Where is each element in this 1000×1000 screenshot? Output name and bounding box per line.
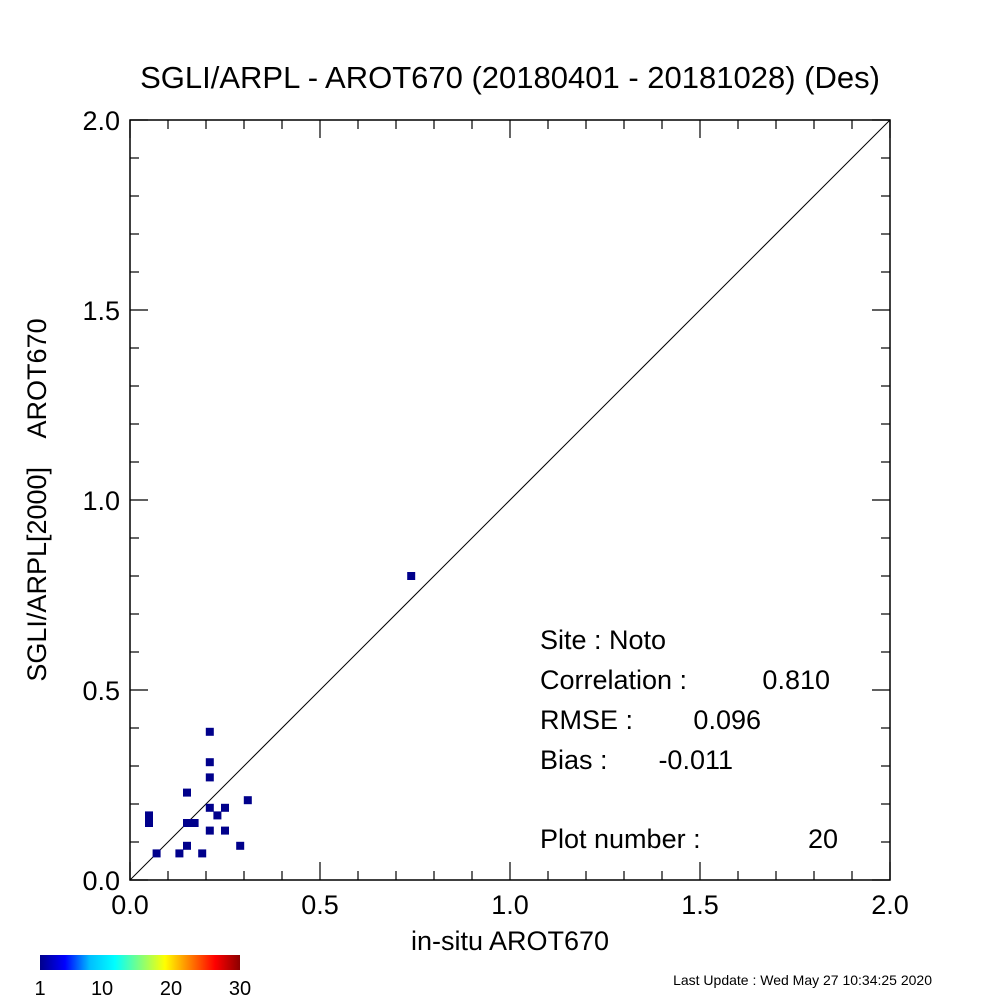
- data-point: [205, 758, 214, 767]
- data-point: [152, 849, 161, 858]
- y-tick-label: 1.5: [82, 296, 120, 326]
- stat-bias-value: -0.011: [658, 745, 733, 775]
- data-point: [205, 826, 214, 835]
- y-tick-label: 2.0: [82, 106, 120, 136]
- colorbar-tick-label: 1: [34, 978, 45, 1000]
- data-points: [145, 572, 416, 858]
- stat-plot-number-label: Plot number :: [540, 824, 701, 854]
- colorbar-tick-labels: 1 10 20 30: [34, 978, 251, 1000]
- x-tick-label: 1.5: [681, 890, 719, 920]
- x-axis-label: in-situ AROT670: [411, 926, 609, 956]
- tick-marks: [129, 119, 891, 881]
- data-point: [190, 819, 199, 827]
- data-point: [205, 803, 214, 812]
- y-tick-labels: 0.0 0.5 1.0 1.5 2.0: [82, 106, 120, 896]
- data-point: [236, 841, 245, 850]
- stat-rmse-label: RMSE :: [540, 705, 633, 735]
- x-tick-label: 0.0: [111, 890, 149, 920]
- data-point: [205, 727, 214, 736]
- x-tick-label: 1.0: [491, 890, 529, 920]
- data-point: [175, 849, 184, 858]
- stat-correlation-label: Correlation :: [540, 665, 687, 695]
- stat-site: Site : Noto: [540, 625, 666, 655]
- one-to-one-line: [129, 119, 891, 881]
- data-point: [221, 826, 229, 835]
- data-point: [221, 803, 229, 812]
- last-update: Last Update : Wed May 27 10:34:25 2020: [673, 972, 932, 988]
- y-axis-label: SGLI/ARPL[2000] AROT670: [22, 318, 52, 681]
- y-tick-label: 0.0: [82, 866, 120, 896]
- colorbar-tick-label: 10: [91, 978, 113, 1000]
- colorbar: 1 10 20 30: [34, 955, 251, 1000]
- data-point: [183, 788, 191, 797]
- stat-correlation-value: 0.810: [762, 665, 830, 695]
- stat-plot-number-value: 20: [808, 824, 838, 854]
- x-tick-label: 2.0: [871, 890, 909, 920]
- x-tick-labels: 0.0 0.5 1.0 1.5 2.0: [111, 890, 909, 920]
- data-point: [205, 773, 214, 782]
- data-point: [183, 819, 191, 827]
- data-point: [198, 849, 207, 858]
- colorbar-tick-label: 30: [229, 978, 251, 1000]
- y-tick-label: 0.5: [82, 676, 120, 706]
- x-tick-label: 0.5: [301, 890, 339, 920]
- data-point: [213, 811, 222, 820]
- chart-title: SGLI/ARPL - AROT670 (20180401 - 20181028…: [140, 60, 880, 95]
- data-point: [407, 572, 416, 580]
- data-point: [145, 819, 153, 827]
- colorbar-tick-label: 20: [160, 978, 182, 1000]
- stat-bias-label: Bias :: [540, 745, 608, 775]
- stats-box: Site : Noto Correlation : 0.810 RMSE : 0…: [540, 625, 838, 854]
- stat-rmse-value: 0.096: [693, 705, 761, 735]
- data-point: [183, 841, 191, 850]
- data-point: [243, 796, 252, 805]
- y-tick-label: 1.0: [82, 486, 120, 516]
- colorbar-gradient: [40, 955, 240, 970]
- data-point: [145, 811, 153, 820]
